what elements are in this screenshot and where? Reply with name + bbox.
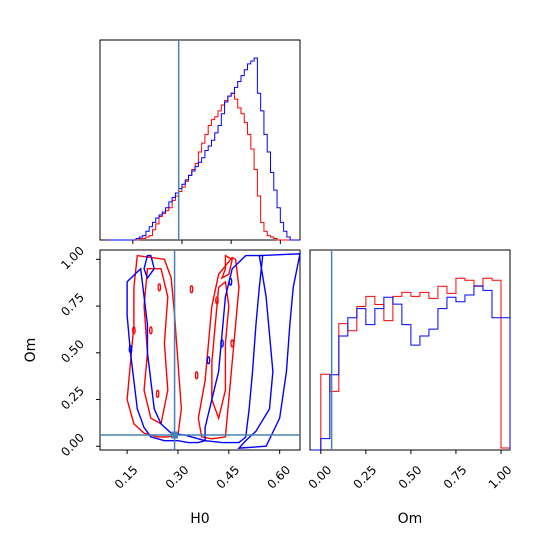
om-hist-series-1 — [311, 277, 511, 451]
truth-marker — [171, 431, 179, 439]
red-contour-2 — [197, 256, 240, 440]
contour-island-7 — [230, 339, 235, 348]
om-hist-xticks: 0.00 0.25 0.50 0.75 1.00 — [306, 450, 515, 492]
h0-om-ytick-label-3: 0.50 — [58, 337, 87, 366]
contour-island-8 — [189, 285, 194, 294]
red-contour-4 — [211, 280, 230, 421]
om-hist-series-2 — [311, 285, 511, 451]
contour-island-2 — [148, 326, 153, 335]
blue-contour-4 — [237, 252, 301, 449]
contour-island-3 — [157, 283, 162, 292]
h0-om-xtick-label-1: 0.15 — [112, 463, 141, 492]
h0-om-xtick-label-4: 0.60 — [264, 463, 293, 492]
panel-h0-histogram — [99, 39, 301, 244]
om-hist-frame — [309, 249, 511, 451]
om-xtick-label-3: 0.50 — [396, 463, 425, 492]
h0-om-xtick-label-2: 0.30 — [163, 463, 192, 492]
om-xtick-label-2: 0.25 — [351, 463, 380, 492]
blue-contour-2 — [143, 254, 156, 280]
h0-om-xticks: 0.15 0.30 0.45 0.60 — [112, 450, 293, 492]
contour-island-4 — [155, 389, 160, 399]
h0-om-ytick-label-5: 1.00 — [58, 244, 87, 273]
blue-contour-1 — [126, 267, 208, 444]
om-hist-series — [311, 0, 511, 451]
blue-contour-3 — [204, 254, 264, 444]
h0-om-xtick-label-3: 0.45 — [214, 463, 243, 492]
x-axis-label-h0: H0 — [190, 511, 209, 527]
panel-h0-om-2d: 0.15 0.30 0.45 0.60 0.00 0.25 0.50 0.75 1.00 H0… — [23, 244, 301, 527]
h0-hist-frame — [99, 39, 301, 241]
h0-om-ytick-label-4: 0.75 — [58, 290, 87, 319]
contour-island-5 — [194, 371, 199, 380]
h0-hist-series-1 — [106, 92, 300, 241]
h0-hist-series — [106, 57, 300, 241]
h0-om-ytick-label-1: 0.00 — [58, 430, 87, 459]
panel-om-histogram: 0.00 0.25 0.50 0.75 1.00 Om — [306, 0, 515, 527]
contour-island-10 — [206, 356, 211, 365]
contour-island-9 — [128, 344, 133, 354]
h0-hist-xticks — [132, 240, 281, 244]
om-xtick-label-5: 1.00 — [486, 463, 515, 492]
h0-hist-series-2 — [106, 57, 300, 241]
y-axis-label-om: Om — [23, 338, 39, 363]
om-hist-placeholder-2 — [312, 0, 510, 450]
om-xtick-label-1: 0.00 — [306, 463, 335, 492]
h0-om-ytick-label-2: 0.25 — [58, 384, 87, 413]
om-xtick-label-4: 0.75 — [441, 463, 470, 492]
red-contour-5 — [220, 254, 233, 280]
h0-om-contours — [126, 252, 301, 449]
contour-island-6 — [215, 296, 219, 305]
x-axis-label-om: Om — [398, 511, 423, 527]
h0-om-frame — [99, 249, 301, 451]
contour-island-11 — [228, 277, 233, 286]
contour-island-12 — [220, 339, 224, 348]
contour-island-1 — [132, 326, 136, 335]
h0-om-yticks: 0.00 0.25 0.50 0.75 1.00 — [58, 244, 100, 459]
